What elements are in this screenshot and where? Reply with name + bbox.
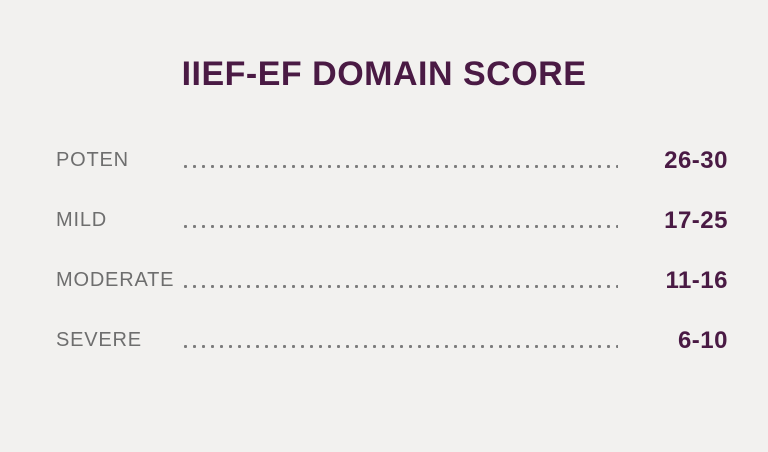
score-row-poten: POTEN 26-30 — [56, 131, 728, 191]
score-table: POTEN 26-30 MILD 17-25 MODERATE 11-16 SE… — [0, 131, 768, 371]
score-value: 17-25 — [664, 206, 728, 234]
score-label: SEVERE — [56, 329, 142, 352]
score-value: 6-10 — [677, 326, 728, 354]
score-label: POTEN — [56, 149, 129, 172]
dotted-leader — [181, 164, 618, 170]
score-value: 26-30 — [664, 146, 728, 174]
page-title: IIEF-EF DOMAIN SCORE — [181, 55, 587, 93]
score-row-severe: SEVERE 6-10 — [56, 311, 728, 371]
dotted-leader — [181, 224, 618, 230]
dotted-leader — [181, 284, 618, 290]
score-label: MODERATE — [56, 269, 175, 292]
score-row-moderate: MODERATE 11-16 — [56, 251, 728, 311]
score-row-mild: MILD 17-25 — [56, 191, 728, 251]
dotted-leader — [181, 344, 618, 350]
score-label: MILD — [56, 209, 107, 232]
score-value: 11-16 — [665, 266, 728, 294]
